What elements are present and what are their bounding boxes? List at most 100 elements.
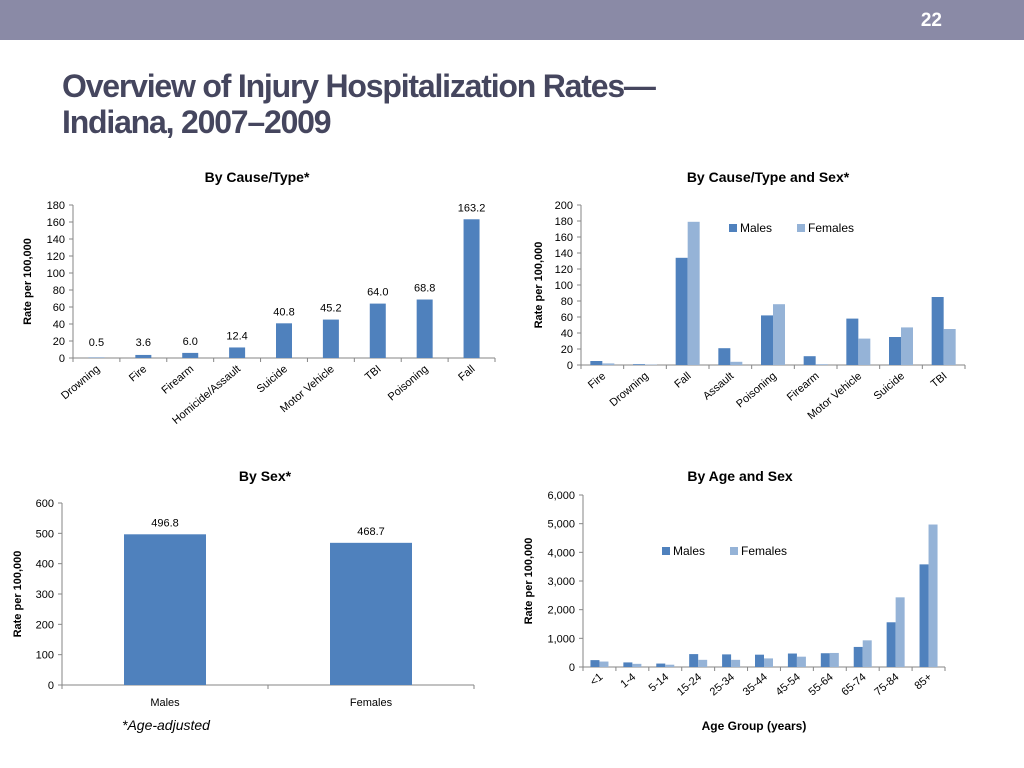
chart2-bar-females-suicide: [901, 327, 913, 365]
chart4-bar-males-65-74: [853, 646, 863, 667]
slide-number: 22: [920, 10, 942, 31]
chart3-y-tick-label: 100: [36, 650, 54, 662]
chart2-bar-males-fall: [675, 257, 688, 365]
chart1-y-tick-label: 140: [47, 234, 65, 246]
chart2-x-tick-label-tbi: TBI: [929, 370, 950, 390]
chart3-bar-males: [124, 534, 206, 685]
chart1-y-tick-label: 20: [53, 336, 65, 348]
chart2-bar-males-poisoning: [761, 315, 773, 365]
chart3-y-tick-label: 200: [36, 619, 54, 631]
chart2-x-tick-label-firearm: Firearm: [785, 370, 822, 404]
chart3-y-axis-label: Rate per 100,000: [12, 551, 24, 638]
footnote: *Age-adjusted: [122, 717, 210, 733]
chart2-x-tick-label-poisoning: Poisoning: [734, 370, 779, 410]
chart2-bar-females-firearm: [815, 364, 828, 365]
chart3-y-tick-label: 300: [36, 589, 54, 601]
chart1-x-tick-label-firearm: Firearm: [159, 363, 196, 397]
chart4-y-tick-label: 0: [569, 662, 575, 674]
chart2-x-tick-label-drowning: Drowning: [608, 370, 651, 409]
chart4-bar-males-75-84: [886, 622, 896, 667]
chart4-x-tick-label-25-34: 25-34: [708, 671, 737, 698]
chart4-y-axis-label: Rate per 100,000: [523, 538, 535, 625]
chart3-title: By Sex*: [239, 468, 292, 484]
chart4-bar-males-45-54: [787, 653, 797, 667]
chart4-legend-swatch-females: [730, 547, 738, 555]
chart2-x-tick-label-fire: Fire: [586, 370, 608, 391]
chart2-y-tick-label: 200: [555, 200, 573, 212]
chart4-bar-females-45-54: [796, 656, 806, 667]
chart4-legend-swatch-males: [662, 547, 670, 555]
chart2-x-tick-label-fall: Fall: [672, 370, 693, 391]
chart4-x-tick-label-75-84: 75-84: [872, 671, 901, 698]
chart4-y-tick-label: 5,000: [547, 519, 575, 531]
chart4-bar-females-25-34: [731, 659, 741, 667]
chart4-x-axis-label: Age Group (years): [702, 719, 807, 733]
chart3-y-tick-label: 400: [36, 559, 54, 571]
chart1-data-label-suicide: 40.8: [273, 306, 294, 318]
chart2-y-axis-label: Rate per 100,000: [533, 242, 545, 329]
chart4-bar-females-1-4: [632, 663, 642, 667]
chart4-x-tick-label-1: <1: [588, 671, 605, 688]
chart4-bar-females-15-24: [698, 659, 708, 667]
chart4-bar-females-1: [599, 661, 609, 667]
chart1-data-label-firearm: 6.0: [183, 336, 198, 348]
chart2-bar-males-suicide: [889, 337, 901, 365]
chart1-y-tick-label: 100: [47, 268, 65, 280]
chart2-bar-females-poisoning: [773, 304, 785, 365]
chart3-x-tick-label-males: Males: [150, 697, 180, 709]
chart1-data-label-motor-vehicle: 45.2: [320, 303, 341, 315]
chart1-y-tick-label: 160: [47, 217, 65, 229]
chart1-bar-poisoning: [416, 299, 433, 358]
chart4-legend-label-females: Females: [741, 544, 787, 558]
chart4-y-tick-label: 3,000: [547, 576, 575, 588]
chart2-x-tick-label-assault: Assault: [701, 370, 736, 402]
chart2-bar-males-firearm: [803, 356, 816, 365]
slide-title: Overview of Injury Hospitalization Rates…: [62, 68, 656, 140]
chart2-y-tick-label: 40: [561, 328, 573, 340]
chart4-x-tick-label-65-74: 65-74: [839, 671, 868, 698]
chart3-bar-females: [330, 542, 412, 685]
chart2-title: By Cause/Type and Sex*: [687, 169, 850, 185]
chart1-title: By Cause/Type*: [205, 169, 310, 185]
chart2-bar-males-fire: [590, 361, 603, 365]
chart2-bar-females-motor-vehicle: [858, 338, 871, 365]
chart1-y-axis-label: Rate per 100,000: [22, 238, 34, 325]
chart1-x-tick-label-suicide: Suicide: [255, 363, 290, 395]
chart1-data-label-fire: 3.6: [136, 337, 151, 349]
chart3-x-tick-label-females: Females: [350, 697, 393, 709]
chart2-bar-males-drowning: [633, 364, 645, 365]
slide-title-line2: Indiana, 2007–2009: [62, 104, 332, 140]
chart2-bar-females-assault: [730, 361, 743, 365]
chart4-x-tick-label-35-44: 35-44: [741, 671, 770, 698]
chart4-x-tick-label-85: 85+: [912, 671, 934, 692]
chart4-x-tick-label-45-54: 45-54: [774, 671, 803, 698]
chart1-bar-motor-vehicle: [322, 319, 339, 358]
chart4-bar-males-1-4: [623, 662, 633, 667]
chart2-legend-swatch-females: [797, 224, 805, 232]
slide-title-line1: Overview of Injury Hospitalization Rates…: [62, 68, 656, 104]
chart2-y-tick-label: 100: [555, 280, 573, 292]
chart2-bar-females-fire: [602, 363, 615, 365]
chart1-data-label-drowning: 0.5: [89, 337, 104, 349]
chart2-legend-label-males: Males: [740, 221, 772, 235]
chart1-data-label-homicide-assault: 12.4: [226, 330, 247, 342]
chart1-x-tick-label-fire: Fire: [127, 363, 149, 384]
chart3-data-label-males: 496.8: [151, 517, 179, 529]
chart3-data-label-females: 468.7: [357, 526, 385, 538]
chart3-y-tick-label: 600: [36, 498, 54, 510]
chart4-bar-females-75-84: [895, 597, 905, 667]
chart2-y-tick-label: 20: [561, 344, 573, 356]
chart4-bar-males-55-64: [820, 653, 830, 667]
chart4-y-tick-label: 6,000: [547, 490, 575, 502]
chart1-data-label-fall: 163.2: [458, 202, 486, 214]
chart1-y-tick-label: 120: [47, 251, 65, 263]
chart4-x-tick-label-5-14: 5-14: [647, 671, 672, 694]
chart4-bar-males-35-44: [755, 654, 764, 667]
chart4-bar-females-55-64: [829, 652, 839, 667]
chart1-y-tick-label: 0: [59, 353, 65, 365]
chart2-bar-males-assault: [718, 348, 731, 365]
chart1-bar-tbi: [369, 303, 386, 358]
chart1-bar-fire: [135, 354, 152, 358]
chart2-legend-swatch-males: [729, 224, 737, 232]
chart2-legend-label-females: Females: [808, 221, 854, 235]
